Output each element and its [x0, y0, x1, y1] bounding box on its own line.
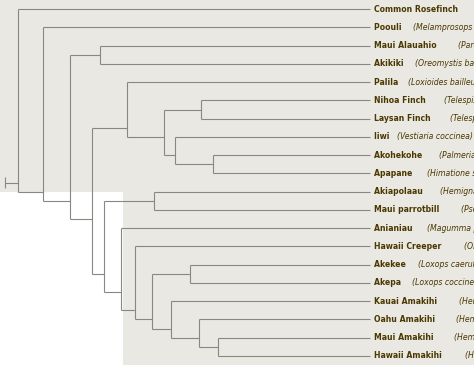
Text: (Pseudonestor xanthophrys): (Pseudonestor xanthophrys) — [461, 205, 474, 214]
Text: (Oreomystis bairdi): (Oreomystis bairdi) — [415, 59, 474, 68]
Text: (Loxops coccineus): (Loxops coccineus) — [412, 278, 474, 287]
Text: Nihoa Finch: Nihoa Finch — [374, 96, 428, 105]
Text: Akikiki: Akikiki — [374, 59, 406, 68]
Text: (Hemignathus virens): (Hemignathus virens) — [465, 351, 474, 360]
Text: Akiapolaau: Akiapolaau — [374, 187, 425, 196]
Text: Common Rosefinch: Common Rosefinch — [374, 5, 460, 14]
Text: (Himatione sanguinea): (Himatione sanguinea) — [427, 169, 474, 178]
Text: (Vestiaria coccinea): (Vestiaria coccinea) — [397, 132, 473, 141]
Text: (Magumma parva): (Magumma parva) — [427, 224, 474, 233]
Text: (Loxops caeruleirostris): (Loxops caeruleirostris) — [418, 260, 474, 269]
Text: Akohekohe: Akohekohe — [374, 151, 425, 160]
Text: Akepa: Akepa — [374, 278, 403, 287]
Text: Akekee: Akekee — [374, 260, 408, 269]
Text: Oahu Amakihi: Oahu Amakihi — [374, 315, 438, 324]
Text: (Oreomystis mana): (Oreomystis mana) — [464, 242, 474, 251]
Text: Maui parrotbill: Maui parrotbill — [374, 205, 442, 214]
Text: (Hemignathus kauaiensis): (Hemignathus kauaiensis) — [458, 297, 474, 306]
Text: Iiwi: Iiwi — [374, 132, 392, 141]
Text: (Loxioides bailleui): (Loxioides bailleui) — [408, 78, 474, 87]
Bar — [0, 192, 123, 365]
Text: (Paroreomyza montana): (Paroreomyza montana) — [458, 41, 474, 50]
Text: Apapane: Apapane — [374, 169, 415, 178]
Text: Hawaii Creeper: Hawaii Creeper — [374, 242, 444, 251]
Text: Laysan Finch: Laysan Finch — [374, 114, 433, 123]
Text: Kauai Amakihi: Kauai Amakihi — [374, 297, 439, 306]
Text: Palila: Palila — [374, 78, 401, 87]
Text: (Hemignathus virens wilsoni): (Hemignathus virens wilsoni) — [454, 333, 474, 342]
Text: Maui Alauahio: Maui Alauahio — [374, 41, 439, 50]
Text: (Hemignathus flavus): (Hemignathus flavus) — [456, 315, 474, 324]
Text: (Telespiza ultima): (Telespiza ultima) — [444, 96, 474, 105]
Text: (Melamprosops phaeosoma): (Melamprosops phaeosoma) — [413, 23, 474, 32]
Text: Hawaii Amakihi: Hawaii Amakihi — [374, 351, 444, 360]
Text: Maui Amakihi: Maui Amakihi — [374, 333, 436, 342]
Text: (Palmeria dolei): (Palmeria dolei) — [439, 151, 474, 160]
Text: Anianiau: Anianiau — [374, 224, 415, 233]
Text: (Hemignathus munroi): (Hemignathus munroi) — [440, 187, 474, 196]
Text: (Telespiza cantans): (Telespiza cantans) — [450, 114, 474, 123]
Text: Poouli: Poouli — [374, 23, 404, 32]
